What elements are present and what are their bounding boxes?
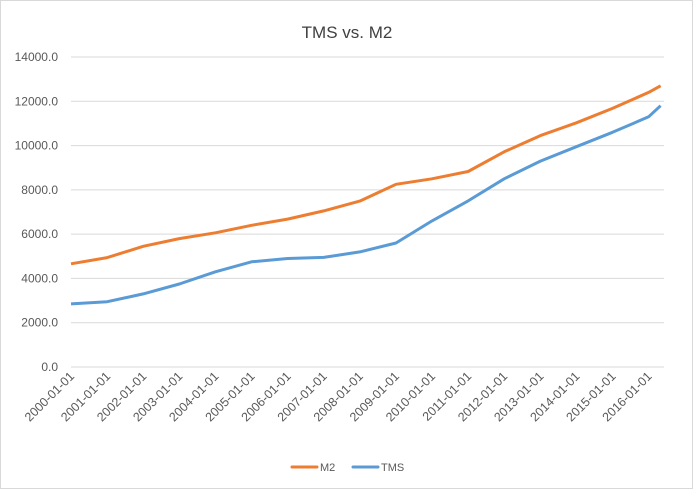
- y-tick-label: 10000.0: [15, 139, 59, 153]
- series-line-tms: [71, 106, 661, 304]
- y-tick-label: 14000.0: [15, 50, 59, 64]
- legend-item-m2: M2: [292, 462, 335, 474]
- legend-label: TMS: [381, 462, 404, 474]
- y-tick-label: 0.0: [41, 360, 58, 374]
- legend-label: M2: [320, 462, 335, 474]
- series-line-m2: [71, 86, 661, 264]
- legend-item-tms: TMS: [353, 462, 404, 474]
- y-tick-label: 12000.0: [15, 94, 59, 108]
- y-tick-label: 8000.0: [21, 183, 58, 197]
- chart-title: TMS vs. M2: [302, 23, 393, 42]
- y-tick-label: 4000.0: [21, 271, 58, 285]
- y-tick-label: 2000.0: [21, 316, 58, 330]
- y-tick-label: 6000.0: [21, 227, 58, 241]
